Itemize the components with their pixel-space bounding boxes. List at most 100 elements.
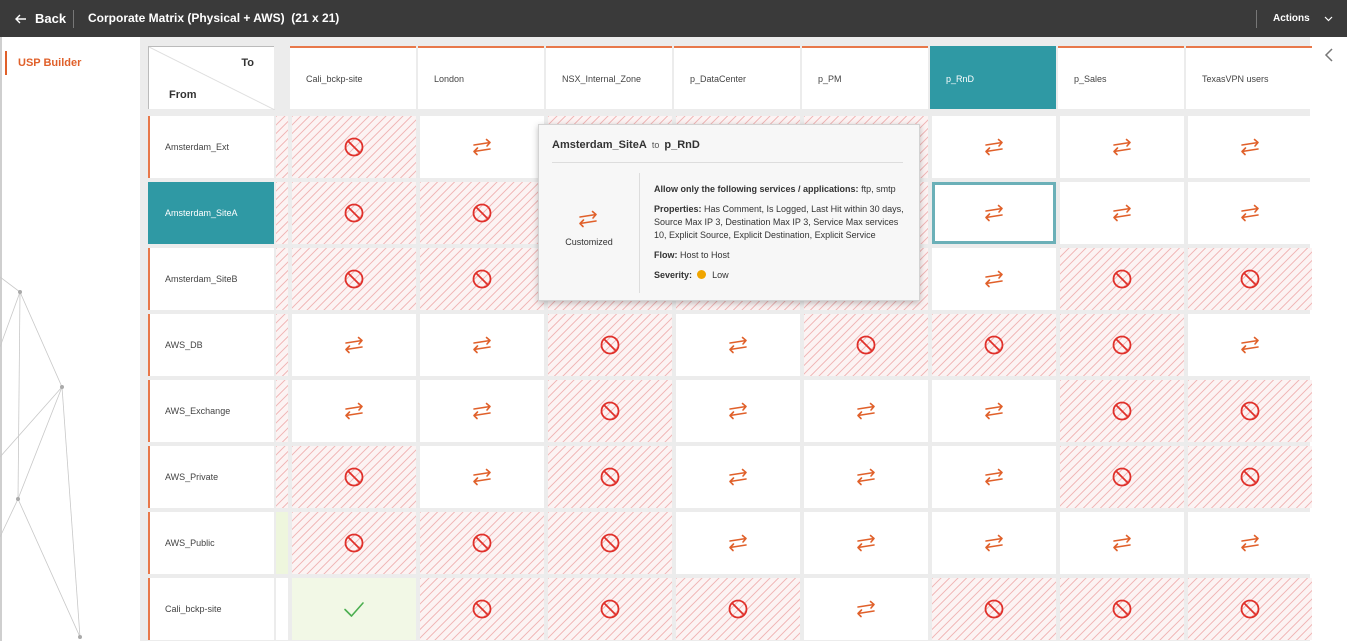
matrix-cell[interactable] bbox=[292, 314, 416, 376]
column-header[interactable]: TexasVPN users bbox=[1186, 46, 1312, 109]
back-button[interactable]: Back bbox=[14, 0, 66, 37]
matrix-cell[interactable] bbox=[420, 116, 544, 178]
column-header[interactable]: p_DataCenter bbox=[674, 46, 800, 109]
matrix-cell[interactable] bbox=[1060, 314, 1184, 376]
matrix-cell[interactable] bbox=[548, 380, 672, 442]
divider bbox=[1256, 10, 1257, 28]
matrix-cell[interactable] bbox=[420, 248, 544, 310]
matrix-cell[interactable] bbox=[1188, 314, 1312, 376]
matrix-cell[interactable] bbox=[548, 446, 672, 508]
matrix-cell[interactable] bbox=[1060, 182, 1184, 244]
matrix-cell[interactable] bbox=[932, 116, 1056, 178]
matrix-cell[interactable] bbox=[420, 380, 544, 442]
matrix-cell[interactable] bbox=[804, 380, 928, 442]
row-status-strip bbox=[276, 182, 288, 244]
matrix-cell[interactable] bbox=[1188, 182, 1312, 244]
matrix-cell[interactable] bbox=[1060, 578, 1184, 640]
bidirectional-arrows-icon bbox=[470, 399, 494, 423]
matrix-cell[interactable] bbox=[1060, 380, 1184, 442]
blocked-icon bbox=[470, 267, 494, 291]
matrix-cell[interactable] bbox=[420, 578, 544, 640]
matrix-cell[interactable] bbox=[932, 380, 1056, 442]
matrix-cell[interactable] bbox=[1188, 578, 1312, 640]
chevron-left-icon[interactable] bbox=[1324, 47, 1334, 63]
actions-menu-button[interactable]: Actions bbox=[1273, 0, 1333, 37]
matrix-cell[interactable] bbox=[548, 578, 672, 640]
matrix-cell[interactable] bbox=[292, 182, 416, 244]
column-header[interactable]: p_Sales bbox=[1058, 46, 1184, 109]
matrix-cell[interactable] bbox=[1060, 248, 1184, 310]
matrix-cell[interactable] bbox=[420, 314, 544, 376]
flow-value: Host to Host bbox=[680, 250, 730, 260]
blocked-icon bbox=[1110, 465, 1134, 489]
corner-diagonal bbox=[149, 47, 275, 110]
matrix-cell[interactable] bbox=[292, 512, 416, 574]
matrix-corner: To From bbox=[148, 46, 274, 109]
blocked-icon bbox=[342, 267, 366, 291]
row-header[interactable]: AWS_Private bbox=[148, 446, 274, 508]
matrix-cell[interactable] bbox=[548, 314, 672, 376]
matrix-cell[interactable] bbox=[548, 512, 672, 574]
matrix-cell[interactable] bbox=[932, 446, 1056, 508]
bidirectional-arrows-icon bbox=[342, 399, 366, 423]
row-header[interactable]: Amsterdam_SiteA bbox=[148, 182, 274, 244]
severity-dot-icon bbox=[697, 270, 706, 279]
allow-line: Allow only the following services / appl… bbox=[654, 183, 909, 196]
matrix-cell[interactable] bbox=[932, 314, 1056, 376]
matrix-cell[interactable] bbox=[292, 380, 416, 442]
matrix-cell[interactable] bbox=[1188, 512, 1312, 574]
blocked-icon bbox=[1238, 465, 1262, 489]
blocked-icon bbox=[1110, 267, 1134, 291]
matrix-cell[interactable] bbox=[1188, 380, 1312, 442]
blocked-icon bbox=[598, 597, 622, 621]
matrix-cell[interactable] bbox=[932, 512, 1056, 574]
row-header[interactable]: Cali_bckp-site bbox=[148, 578, 274, 640]
blocked-icon bbox=[598, 531, 622, 555]
column-header[interactable]: p_PM bbox=[802, 46, 928, 109]
matrix-cell[interactable] bbox=[676, 446, 800, 508]
column-header[interactable]: p_RnD bbox=[930, 46, 1056, 109]
column-header[interactable]: London bbox=[418, 46, 544, 109]
matrix-cell[interactable] bbox=[932, 578, 1056, 640]
matrix-cell[interactable] bbox=[420, 512, 544, 574]
matrix-cell[interactable] bbox=[804, 446, 928, 508]
flow-label: Flow: bbox=[654, 250, 678, 260]
row-header[interactable]: AWS_Public bbox=[148, 512, 274, 574]
matrix-cell[interactable] bbox=[1188, 248, 1312, 310]
matrix-cell[interactable] bbox=[1188, 116, 1312, 178]
matrix-cell[interactable] bbox=[804, 512, 928, 574]
matrix-cell[interactable] bbox=[292, 446, 416, 508]
matrix-cell[interactable] bbox=[676, 512, 800, 574]
row-header[interactable]: AWS_DB bbox=[148, 314, 274, 376]
row-status-strip bbox=[276, 116, 288, 178]
matrix-cell[interactable] bbox=[420, 182, 544, 244]
matrix-cell[interactable] bbox=[1060, 116, 1184, 178]
properties-label: Properties: bbox=[654, 204, 702, 214]
row-header[interactable]: AWS_Exchange bbox=[148, 380, 274, 442]
row-status-strip bbox=[276, 446, 288, 508]
sidebar-item-usp-builder[interactable]: USP Builder bbox=[5, 51, 81, 75]
matrix-cell[interactable] bbox=[292, 248, 416, 310]
matrix-cell[interactable] bbox=[676, 314, 800, 376]
matrix-cell[interactable] bbox=[1188, 446, 1312, 508]
column-header[interactable]: NSX_Internal_Zone bbox=[546, 46, 672, 109]
matrix-cell[interactable] bbox=[932, 248, 1056, 310]
matrix-cell[interactable] bbox=[1060, 446, 1184, 508]
matrix-cell[interactable] bbox=[804, 578, 928, 640]
matrix-cell[interactable] bbox=[932, 182, 1056, 244]
matrix-cell[interactable] bbox=[676, 380, 800, 442]
matrix-cell[interactable] bbox=[292, 116, 416, 178]
allow-value: ftp, smtp bbox=[861, 184, 896, 194]
column-header[interactable]: Cali_bckp-site bbox=[290, 46, 416, 109]
bidirectional-arrows-icon bbox=[726, 465, 750, 489]
matrix-cell[interactable] bbox=[292, 578, 416, 640]
matrix-cell[interactable] bbox=[804, 314, 928, 376]
matrix-cell[interactable] bbox=[1060, 512, 1184, 574]
row-header[interactable]: Amsterdam_Ext bbox=[148, 116, 274, 178]
matrix-cell[interactable] bbox=[420, 446, 544, 508]
blocked-icon bbox=[598, 465, 622, 489]
row-header[interactable]: Amsterdam_SiteB bbox=[148, 248, 274, 310]
severity-value: Low bbox=[712, 270, 729, 280]
matrix-cell[interactable] bbox=[676, 578, 800, 640]
chevron-down-icon bbox=[1324, 14, 1333, 23]
